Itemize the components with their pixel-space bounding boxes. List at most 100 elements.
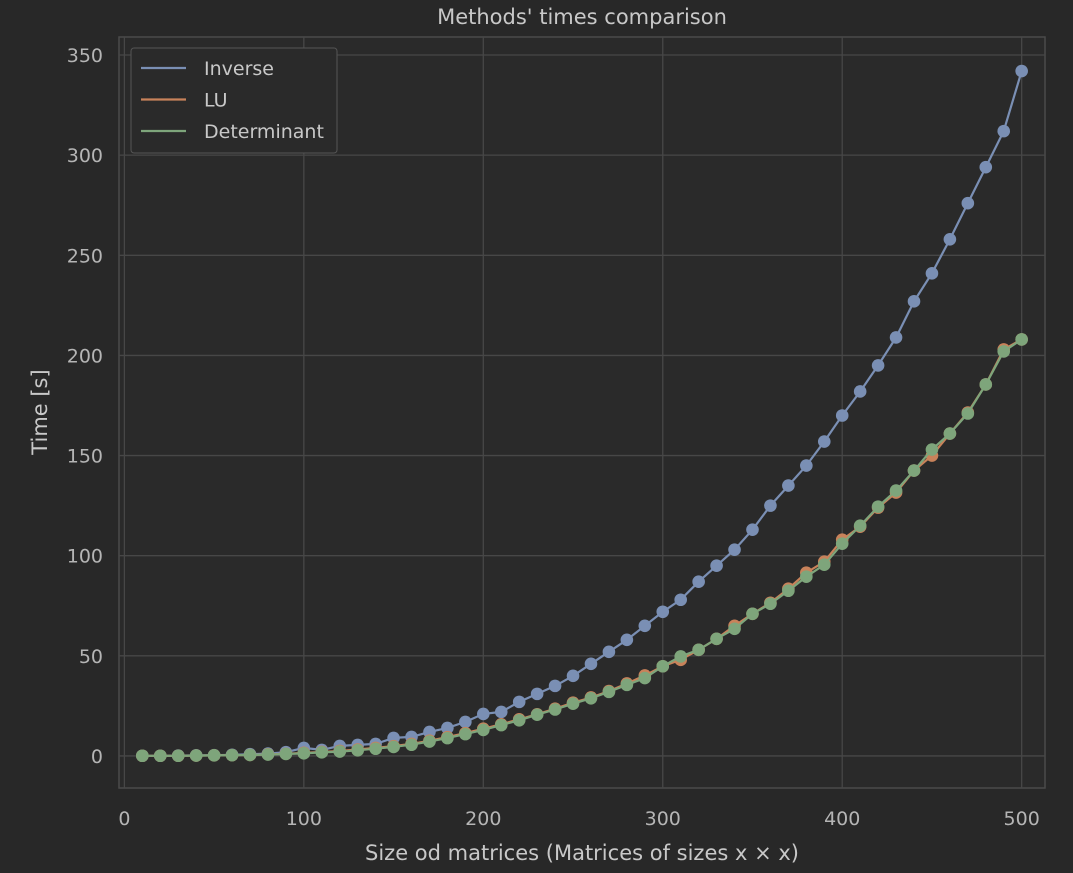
legend-item-inverse: Inverse [141,58,274,80]
data-point [997,345,1011,358]
data-point [351,744,364,757]
x-axis-label: Size od matrices (Matrices of sizes x × … [365,841,799,865]
data-point [279,747,293,761]
data-point [494,705,508,719]
data-point [979,160,993,174]
y-tick-label: 0 [91,746,103,768]
data-point [153,749,167,763]
data-point [907,295,921,308]
x-tick-label: 300 [645,808,681,830]
x-tick-label: 100 [286,808,322,830]
data-point [943,232,957,246]
data-point [817,435,831,448]
x-tick-label: 0 [118,808,130,830]
data-point [800,459,813,472]
legend-item-determinant: Determinant [141,121,324,143]
plot-area [118,36,1046,789]
data-point [674,650,688,663]
data-point [189,749,203,762]
y-axis-label: Time [s] [28,369,52,455]
data-point [835,409,849,422]
legend-label: LU [204,90,228,112]
data-point [620,678,634,692]
data-point [315,746,329,759]
legend: Inverse LU Determinant [130,47,338,154]
data-point [548,679,562,693]
data-point [925,267,939,280]
data-point [943,427,957,440]
data-point [584,657,598,671]
legend-label: Determinant [204,121,324,143]
y-tick-label: 50 [79,646,103,668]
data-point [1015,64,1028,78]
data-point [800,570,813,584]
x-tick-label: 200 [465,808,501,830]
x-tick-label: 400 [824,808,860,830]
data-point [602,645,616,659]
data-point [692,643,705,657]
data-point [853,385,867,398]
data-point [692,575,705,589]
data-point [638,671,652,685]
data-point [136,749,149,763]
data-point [620,633,634,647]
data-point [728,543,741,556]
data-point [566,669,580,683]
y-tick-label: 250 [67,245,103,267]
data-point [710,632,723,646]
data-point [871,500,885,513]
data-point [746,523,759,536]
data-point [853,519,867,532]
data-point [764,597,777,611]
tick-labels: 0 100 200 300 400 500 0 50 100 150 200 250 300 350 [67,45,1040,830]
data-point [476,723,490,737]
data-point [207,749,221,762]
y-tick-label: 350 [67,45,103,67]
data-point [171,749,185,763]
chart-title: Methods' times comparison [437,5,727,29]
legend-item-lu: LU [141,90,228,112]
data-point [459,715,472,729]
data-point [494,718,508,732]
data-point [728,622,741,636]
data-point [907,464,921,477]
data-point [243,748,257,762]
y-tick-label: 150 [67,446,103,468]
y-tick-label: 200 [67,345,103,367]
data-point [710,559,723,573]
data-point [476,707,490,721]
data-point [261,748,275,761]
data-point [297,747,311,760]
data-point [835,537,849,550]
data-point [979,378,993,391]
data-point [530,708,544,722]
data-point [782,479,795,492]
legend-box [130,47,338,154]
data-point [871,359,885,372]
data-point [925,443,939,456]
data-point [512,714,526,727]
data-point [961,196,975,210]
data-point [387,740,400,754]
x-tick-label: 500 [1004,808,1040,830]
data-point [674,593,688,607]
data-point [369,742,382,756]
data-point [423,725,436,739]
data-point [746,607,759,621]
data-point [566,697,580,710]
legend-label: Inverse [204,58,274,80]
data-point [423,735,436,748]
data-point [584,691,598,705]
data-point [638,619,652,633]
data-point [889,331,903,344]
data-point [530,687,544,701]
data-point [782,584,795,598]
data-point [889,484,903,497]
data-point [997,124,1011,138]
data-point [656,605,670,619]
y-tick-label: 100 [67,546,103,568]
data-point [441,721,454,735]
series-layer [136,64,1028,763]
